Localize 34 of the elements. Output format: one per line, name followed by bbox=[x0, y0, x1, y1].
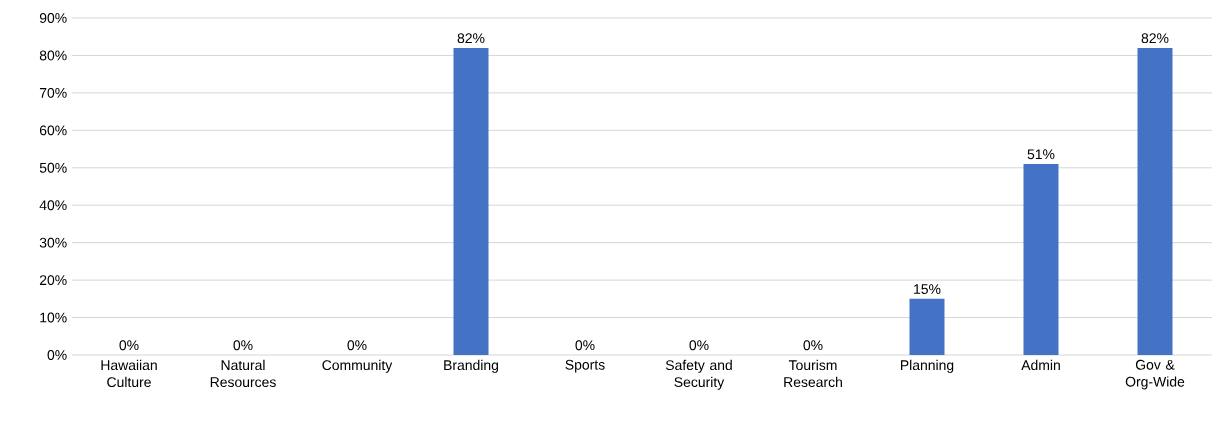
y-tick-label: 0% bbox=[47, 350, 67, 360]
data-label: 0% bbox=[233, 340, 253, 351]
x-tick-label: Safety and Security bbox=[665, 359, 732, 390]
data-label: 82% bbox=[1141, 33, 1169, 44]
x-tick-label: Hawaiian Culture bbox=[101, 359, 157, 388]
y-tick-label: 90% bbox=[39, 13, 67, 23]
y-tick-label: 80% bbox=[39, 50, 67, 61]
data-label: 15% bbox=[914, 284, 941, 294]
data-label: 82% bbox=[457, 33, 485, 44]
data-label: 0% bbox=[803, 340, 823, 351]
bar bbox=[453, 47, 489, 355]
x-tick-label: Tourism Research bbox=[784, 359, 842, 388]
bar bbox=[1023, 164, 1059, 355]
x-tick-label: Natural Resources bbox=[210, 359, 276, 388]
y-tick-label: 40% bbox=[39, 200, 67, 211]
y-tick-label: 50% bbox=[39, 162, 67, 173]
y-tick-label: 70% bbox=[39, 87, 67, 98]
x-tick-label: Sports bbox=[565, 359, 605, 373]
data-label: 0% bbox=[575, 340, 595, 351]
data-label: 0% bbox=[347, 340, 367, 351]
y-tick-label: 10% bbox=[40, 312, 67, 323]
x-tick-label: Planning bbox=[900, 359, 954, 373]
x-tick-label: Branding bbox=[444, 359, 498, 373]
y-tick-label: 20% bbox=[39, 275, 67, 286]
data-label: 51% bbox=[1027, 149, 1055, 160]
y-tick-label: 30% bbox=[39, 237, 67, 248]
data-label: 0% bbox=[119, 340, 139, 351]
bar bbox=[909, 298, 945, 355]
y-tick-label: 60% bbox=[39, 125, 67, 136]
data-label: 0% bbox=[689, 340, 709, 351]
x-tick-label: Admin bbox=[1021, 359, 1060, 371]
x-tick-label: Community bbox=[322, 359, 393, 373]
bar bbox=[1137, 47, 1173, 355]
x-tick-label: Gov & Org-Wide bbox=[1125, 359, 1185, 390]
